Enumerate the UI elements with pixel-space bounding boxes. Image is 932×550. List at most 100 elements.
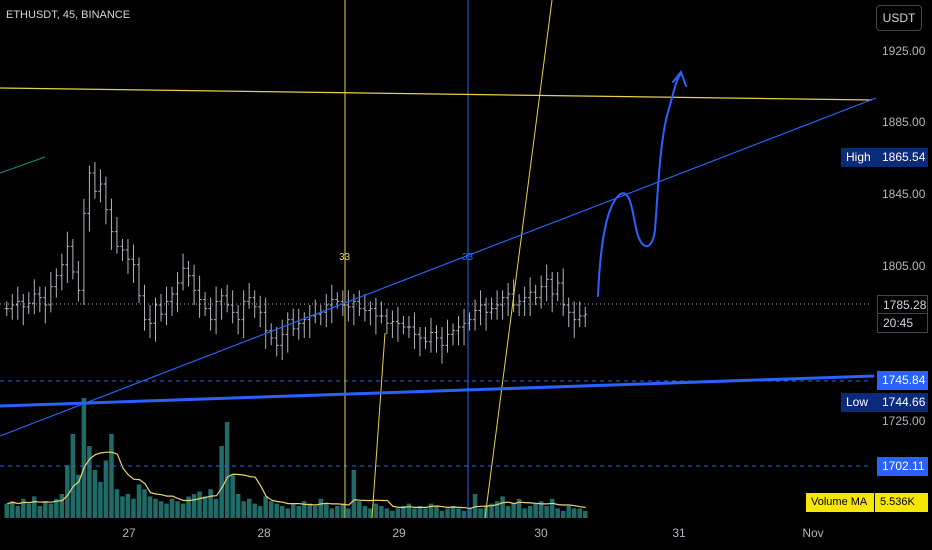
ohlc-bar — [159, 294, 164, 322]
level-upper-tag: 1745.84 — [877, 371, 928, 390]
volume-bar — [450, 506, 456, 518]
time-tick-label: Nov — [802, 526, 823, 540]
ohlc-bar — [10, 294, 15, 320]
ohlc-bar — [98, 169, 103, 203]
volume-bar — [505, 506, 511, 518]
volume-bar — [313, 506, 318, 518]
low-value-tag: 1744.66 — [877, 393, 928, 412]
ohlc-bar — [362, 294, 367, 322]
volume-bar — [120, 496, 125, 518]
volume-bar — [164, 503, 169, 518]
volume-bar — [98, 482, 103, 518]
steep-line-yellow-2[interactable] — [371, 332, 386, 519]
volume-bar — [81, 398, 87, 518]
volume-bar — [37, 506, 43, 518]
volume-bar — [191, 494, 197, 518]
ohlc-bar — [219, 288, 224, 320]
volume-bar — [538, 501, 544, 518]
ohlc-bar — [368, 301, 373, 326]
volume-bar — [461, 510, 467, 518]
volume-bar — [494, 501, 500, 518]
ohlc-bar — [70, 239, 75, 280]
volume-bar — [175, 501, 180, 518]
ohlc-bar — [302, 312, 307, 338]
currency-button[interactable]: USDT — [876, 5, 922, 31]
volume-bar — [213, 498, 219, 518]
volume-bar — [180, 503, 186, 518]
volume-bar — [290, 503, 296, 518]
volume-bar — [197, 491, 202, 518]
volume-bar — [439, 510, 445, 518]
ohlc-bar — [445, 319, 450, 353]
volume-bar — [235, 494, 241, 518]
volume-bar — [21, 498, 26, 518]
trendline-support[interactable] — [0, 374, 875, 408]
marker-yellow-33: 33 — [339, 252, 351, 263]
volume-bar — [324, 503, 329, 518]
volume-bar — [423, 508, 428, 518]
ohlc-bar — [428, 317, 433, 353]
ohlc-bar — [21, 294, 26, 326]
volume-bar — [357, 501, 362, 518]
ohlc-bar — [92, 162, 97, 199]
ohlc-bar — [379, 301, 384, 324]
ohlc-bar — [263, 297, 268, 349]
ohlc-bar — [148, 305, 152, 338]
high-value-tag: 1865.54 — [877, 148, 928, 167]
volume-bar — [582, 510, 588, 518]
ohlc-bar — [208, 297, 213, 331]
steep-line-yellow[interactable] — [484, 0, 553, 519]
countdown-tag: 20:45 — [877, 314, 928, 333]
volume-bar — [478, 508, 483, 518]
ohlc-bar — [583, 306, 588, 327]
ohlc-bar — [462, 308, 467, 346]
volume-bar — [103, 460, 109, 518]
ohlc-bar — [170, 286, 175, 316]
volume-bar — [147, 496, 153, 518]
ohlc-bar — [258, 295, 263, 327]
ohlc-bar — [533, 284, 538, 305]
ohlc-bar — [181, 253, 186, 291]
volume-bar — [368, 508, 373, 518]
volume-bar — [555, 508, 560, 518]
volume-bar — [384, 508, 390, 518]
ohlc-bar — [561, 268, 566, 316]
volume-bar — [54, 498, 59, 518]
ohlc-bar — [81, 198, 86, 305]
ohlc-bar — [197, 275, 202, 318]
time-tick-label: 31 — [672, 526, 686, 540]
volume-bar — [417, 506, 423, 518]
volume-bar — [186, 496, 191, 518]
volume-bar — [153, 498, 158, 518]
ohlc-bar — [136, 257, 141, 304]
ohlc-bar — [236, 305, 241, 335]
volume-bar — [65, 465, 70, 518]
ohlc-bar — [318, 305, 323, 326]
volume-bar — [571, 508, 577, 518]
volume-bar — [59, 494, 65, 518]
volume-bar — [307, 503, 313, 518]
volume-bar — [263, 496, 268, 518]
volume-bar — [577, 508, 582, 518]
ohlc-bar — [103, 176, 108, 225]
ohlc-bar — [59, 253, 64, 291]
trendline-rising[interactable] — [0, 97, 877, 437]
volume-ma-line — [7, 451, 586, 510]
volume-bar — [10, 501, 15, 518]
volume-bar — [362, 506, 368, 518]
ohlc-bar — [484, 297, 489, 331]
hand-drawn-projection[interactable] — [597, 69, 687, 297]
ohlc-bar — [373, 297, 378, 335]
volume-bar — [202, 496, 208, 518]
trendline-left-fragment[interactable] — [0, 156, 46, 174]
ohlc-bar — [54, 268, 59, 298]
horizontal-ray-yellow[interactable] — [0, 87, 873, 101]
time-tick-label: 29 — [392, 526, 406, 540]
volume-bar — [131, 498, 136, 518]
volume-bar — [279, 506, 285, 518]
ohlc-bar — [65, 231, 70, 283]
volume-bar — [428, 503, 434, 518]
ohlc-bar — [406, 316, 411, 338]
volume-bar — [302, 501, 307, 518]
